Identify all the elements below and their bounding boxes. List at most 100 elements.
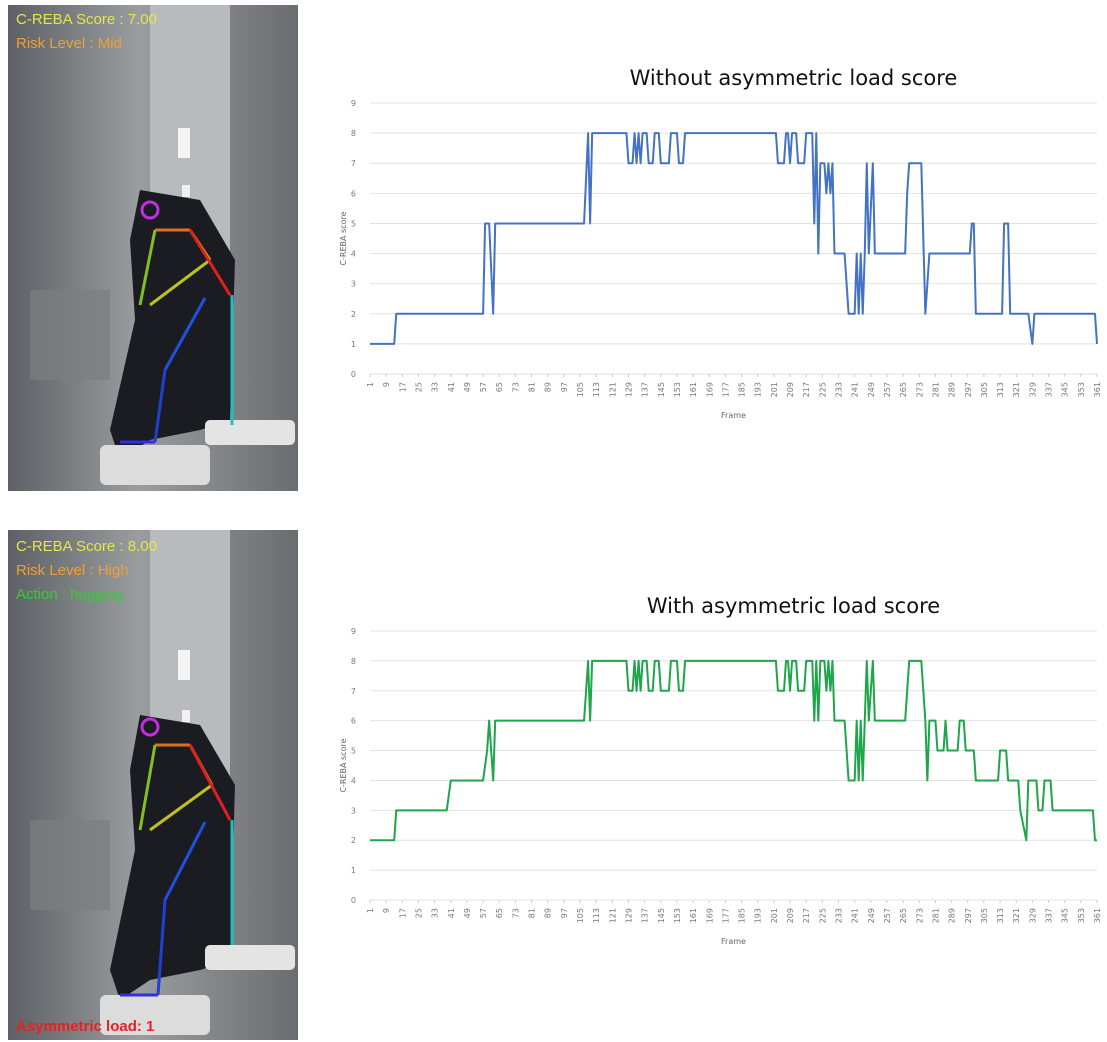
x-tick-label: 33: [431, 382, 440, 392]
y-tick-label: 5: [351, 219, 356, 228]
x-tick-label: 209: [786, 908, 795, 923]
y-tick-label: 2: [351, 836, 356, 845]
y-axis-label: C-REBA score: [339, 738, 348, 792]
x-tick-label: 217: [802, 908, 811, 923]
x-tick-label: 105: [576, 908, 585, 923]
x-tick-label: 41: [447, 382, 456, 392]
y-tick-label: 5: [351, 747, 356, 756]
x-tick-label: 73: [511, 908, 520, 918]
x-tick-label: 153: [673, 382, 682, 397]
x-tick-label: 241: [851, 382, 860, 397]
x-tick-label: 265: [899, 908, 908, 923]
y-tick-label: 0: [351, 370, 356, 379]
x-tick-label: 193: [754, 908, 763, 923]
x-tick-label: 321: [1012, 382, 1021, 397]
x-tick-label: 129: [624, 382, 633, 397]
x-tick-label: 225: [818, 382, 827, 397]
x-tick-label: 137: [641, 908, 650, 923]
y-axis-label: C-REBA score: [339, 211, 348, 265]
x-tick-label: 209: [786, 382, 795, 397]
action-text: Action : hugging: [16, 586, 124, 603]
photo-top: C-REBA Score : 7.00 Risk Level : Mid: [8, 5, 298, 491]
x-tick-label: 273: [915, 908, 924, 923]
x-tick-label: 41: [447, 908, 456, 918]
x-tick-label: 305: [980, 382, 989, 397]
x-tick-label: 97: [560, 908, 569, 918]
x-tick-label: 361: [1093, 908, 1102, 923]
x-tick-label: 105: [576, 382, 585, 397]
x-axis-label: Frame: [721, 411, 746, 420]
x-tick-label: 297: [964, 908, 973, 923]
x-tick-label: 329: [1028, 382, 1037, 397]
x-tick-label: 1: [366, 908, 375, 913]
photo-bottom: C-REBA Score : 8.00 Risk Level : High Ac…: [8, 530, 298, 1040]
x-tick-label: 1: [366, 382, 375, 387]
y-tick-label: 4: [351, 250, 356, 259]
x-tick-label: 345: [1061, 908, 1070, 923]
x-tick-label: 321: [1012, 908, 1021, 923]
x-tick-label: 89: [544, 382, 553, 392]
x-tick-label: 89: [544, 908, 553, 918]
y-tick-label: 6: [351, 717, 356, 726]
y-tick-label: 4: [351, 776, 356, 785]
x-tick-label: 113: [592, 908, 601, 923]
x-tick-label: 25: [414, 908, 423, 918]
x-tick-label: 153: [673, 908, 682, 923]
x-tick-label: 185: [738, 908, 747, 923]
x-tick-label: 65: [495, 382, 504, 392]
x-tick-label: 57: [479, 908, 488, 918]
y-tick-label: 0: [351, 896, 356, 905]
chart-title: Without asymmetric load score: [630, 66, 958, 90]
x-tick-label: 161: [689, 382, 698, 397]
x-tick-label: 281: [931, 382, 940, 397]
x-tick-label: 137: [641, 382, 650, 397]
x-tick-label: 281: [931, 908, 940, 923]
x-tick-label: 201: [770, 908, 779, 923]
y-tick-label: 8: [351, 129, 356, 138]
x-tick-label: 361: [1093, 382, 1102, 397]
x-tick-label: 121: [608, 908, 617, 923]
score-text: C-REBA Score : 7.00: [16, 11, 157, 28]
x-tick-label: 225: [818, 908, 827, 923]
x-tick-label: 233: [835, 908, 844, 923]
x-tick-label: 337: [1045, 908, 1054, 923]
x-tick-label: 9: [382, 382, 391, 387]
x-tick-label: 169: [705, 908, 714, 923]
y-tick-label: 3: [351, 280, 356, 289]
page: C-REBA Score : 7.00 Risk Level : Mid C-R…: [0, 0, 1107, 1042]
x-tick-label: 313: [996, 382, 1005, 397]
x-tick-label: 81: [528, 908, 537, 918]
asymmetric-text: Asymmetric load: 1: [16, 1018, 154, 1035]
x-tick-label: 177: [721, 908, 730, 923]
y-tick-label: 9: [351, 99, 356, 108]
x-tick-label: 65: [495, 908, 504, 918]
x-tick-label: 129: [624, 908, 633, 923]
y-tick-label: 1: [351, 340, 356, 349]
x-tick-label: 121: [608, 382, 617, 397]
x-tick-label: 305: [980, 908, 989, 923]
y-tick-label: 6: [351, 189, 356, 198]
y-tick-label: 2: [351, 310, 356, 319]
x-tick-label: 345: [1061, 382, 1070, 397]
x-tick-label: 193: [754, 382, 763, 397]
x-tick-label: 353: [1077, 908, 1086, 923]
x-tick-label: 249: [867, 382, 876, 397]
x-tick-label: 17: [398, 382, 407, 392]
x-tick-label: 49: [463, 382, 472, 392]
x-tick-label: 25: [414, 382, 423, 392]
x-tick-label: 201: [770, 382, 779, 397]
x-tick-label: 337: [1045, 382, 1054, 397]
x-tick-label: 233: [835, 382, 844, 397]
x-tick-label: 249: [867, 908, 876, 923]
x-tick-label: 313: [996, 908, 1005, 923]
x-tick-label: 17: [398, 908, 407, 918]
x-tick-label: 145: [657, 382, 666, 397]
x-tick-label: 73: [511, 382, 520, 392]
x-tick-label: 33: [431, 908, 440, 918]
score-line: [370, 133, 1097, 344]
y-tick-label: 3: [351, 806, 356, 815]
x-tick-label: 169: [705, 382, 714, 397]
y-tick-label: 1: [351, 866, 356, 875]
x-tick-label: 49: [463, 908, 472, 918]
x-tick-label: 177: [721, 382, 730, 397]
